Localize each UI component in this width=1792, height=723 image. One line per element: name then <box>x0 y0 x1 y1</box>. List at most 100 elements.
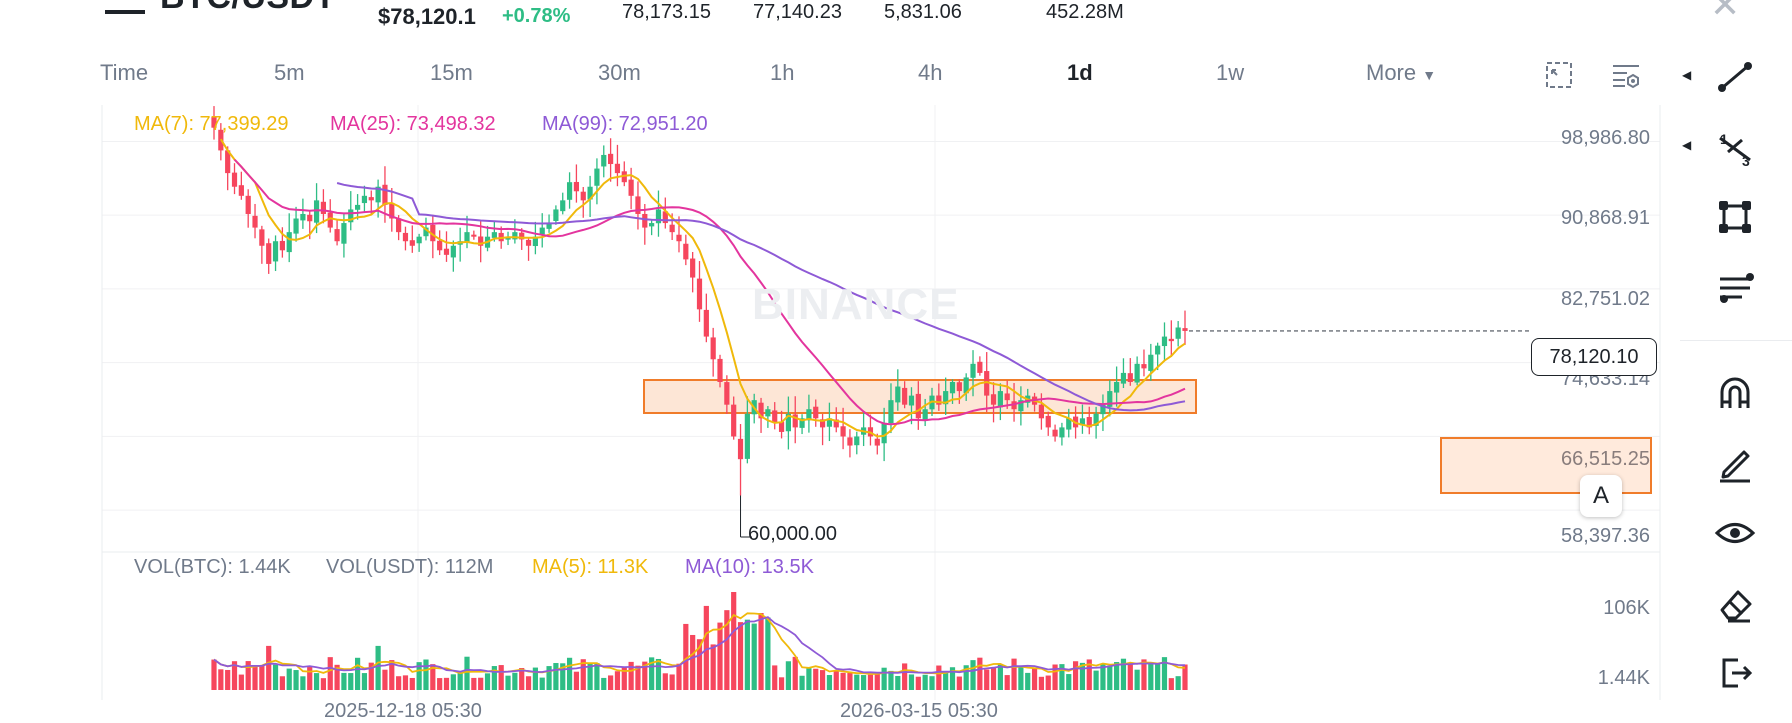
eye-icon[interactable] <box>1710 508 1760 558</box>
volume-bar <box>785 661 791 690</box>
volume-bar <box>1093 670 1099 690</box>
volume-bar <box>402 675 409 690</box>
tab-more[interactable]: More ▼ <box>1366 60 1436 86</box>
candle-body <box>423 227 429 237</box>
volume-bar <box>997 664 1003 690</box>
volume-bar <box>758 613 764 690</box>
candle-body <box>813 406 819 419</box>
candle-body <box>389 202 395 219</box>
tab-1w[interactable]: 1w <box>1216 60 1245 85</box>
vol-usdt-legend: VOL(USDT): 112M <box>326 556 494 578</box>
volume-bar <box>847 673 853 690</box>
fullscreen-icon[interactable] <box>1544 60 1574 90</box>
tab-4h[interactable]: 4h <box>918 60 943 85</box>
candle-body <box>1127 373 1133 382</box>
volume-bar <box>765 617 771 690</box>
candle-body <box>437 240 443 251</box>
vol-btc-24h: 5,831.06 <box>884 1 962 23</box>
candle-body <box>949 381 956 394</box>
tab-1h[interactable]: 1h <box>770 60 795 85</box>
candle-body <box>327 212 333 228</box>
close-icon[interactable]: ✕ <box>1710 0 1741 25</box>
candle-body <box>573 181 580 192</box>
expand-caret-icon[interactable]: ◀ <box>1682 68 1692 82</box>
tab-5m[interactable]: 5m <box>274 60 305 85</box>
volume-bar <box>649 657 655 690</box>
candle-body <box>1059 427 1065 438</box>
tab-15m[interactable]: 15m <box>430 60 473 85</box>
volume-bar <box>382 669 388 690</box>
volume-bar <box>1161 657 1168 690</box>
candle-body <box>874 438 880 446</box>
volume-bar <box>1155 663 1161 690</box>
fib-tool-icon[interactable]: 1 3 <box>1710 122 1760 172</box>
candle-body <box>833 419 839 428</box>
exit-icon[interactable] <box>1710 648 1760 698</box>
volume-bar <box>915 676 921 690</box>
back-arrow-icon[interactable] <box>105 0 145 14</box>
volume-bar <box>1120 658 1127 690</box>
volume-bar <box>430 664 436 690</box>
expand-caret-icon[interactable]: ◀ <box>1682 138 1692 152</box>
volume-bar <box>354 657 361 690</box>
candle-body <box>293 218 299 234</box>
volume-bar <box>1011 658 1017 690</box>
line-tool-icon[interactable] <box>1710 52 1760 102</box>
candle-body <box>566 182 573 200</box>
candle-body <box>963 377 969 394</box>
volume-bar <box>368 662 374 690</box>
candle-body <box>300 213 306 221</box>
candle-body <box>997 391 1003 408</box>
eraser-icon[interactable] <box>1710 578 1760 628</box>
candle-body <box>430 224 436 242</box>
auto-scale-button[interactable]: A <box>1580 475 1622 517</box>
volume-bar <box>943 671 949 690</box>
volume-bar <box>895 675 901 690</box>
volume-bar <box>484 673 491 690</box>
volume-bar <box>320 678 327 690</box>
volume-bar <box>861 675 867 690</box>
volume-bar <box>450 674 456 690</box>
volume-bar <box>696 639 703 690</box>
volume-bar <box>642 661 648 690</box>
y-label: 58,397.36 <box>1561 525 1650 547</box>
tab-time[interactable]: Time <box>100 60 149 85</box>
candle-body <box>908 395 915 406</box>
volume-bar <box>888 670 894 690</box>
candle-body <box>1093 413 1099 426</box>
tab-30m[interactable]: 30m <box>598 60 641 85</box>
candle-body <box>984 371 990 396</box>
volume-bar <box>1182 664 1188 690</box>
candle-body <box>1134 363 1140 383</box>
indicator-tool-icon[interactable] <box>1710 262 1760 312</box>
volume-bar <box>580 659 586 690</box>
volume-bar <box>608 675 614 690</box>
volume-bar <box>348 673 354 690</box>
vol-usdt-24h: 452.28M <box>1046 1 1124 23</box>
volume-bar <box>1052 664 1058 690</box>
candle-body <box>238 185 244 196</box>
rectangle-tool-icon[interactable] <box>1710 192 1760 242</box>
candle-body <box>956 382 962 392</box>
candle-body <box>731 404 737 437</box>
volume-bar <box>977 657 983 690</box>
svg-text:3: 3 <box>1742 153 1750 169</box>
candle-body <box>1100 404 1106 415</box>
low-24h: 77,140.23 <box>753 1 842 23</box>
tab-1d[interactable]: 1d <box>1067 60 1093 85</box>
volume-bar <box>1031 667 1038 690</box>
candle-body <box>266 243 272 264</box>
vol-ma10-line <box>213 616 1186 674</box>
candle-body <box>690 258 696 278</box>
volume-bar <box>293 670 299 690</box>
chart-settings-icon[interactable] <box>1611 60 1641 90</box>
candle-body <box>313 200 320 223</box>
volume-bar <box>553 663 559 690</box>
candle-body <box>785 413 791 432</box>
volume-bar <box>491 666 497 690</box>
magnet-icon[interactable] <box>1710 368 1760 418</box>
pencil-icon[interactable] <box>1710 438 1760 488</box>
volume-bar <box>806 668 812 690</box>
volume-bar <box>963 665 969 690</box>
